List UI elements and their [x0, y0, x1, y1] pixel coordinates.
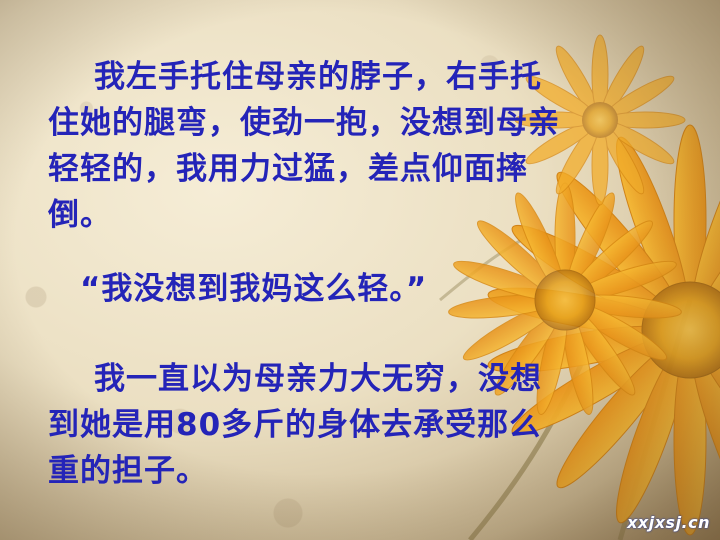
paragraph-1-line-2: 住她的腿弯，使劲一抱，没想到母亲: [48, 105, 560, 141]
paragraph-2-line-1: “我没想到我妈这么轻。”: [80, 271, 428, 307]
paragraph-3-line-2: 到她是用80多斤的身体去承受那么: [48, 407, 542, 443]
paragraph-1-line-3: 轻轻的，我用力过猛，差点仰面摔: [48, 151, 528, 187]
paragraph-3-line-3: 重的担子。: [48, 453, 208, 489]
paragraph-1: 我左手托住母亲的脖子，右手托 住她的腿弯，使劲一抱，没想到母亲 轻轻的，我用力过…: [48, 54, 638, 238]
paragraph-1-line-4: 倒。: [48, 197, 112, 233]
paragraph-3-line-1: 我一直以为母亲力大无穷，没想: [94, 361, 542, 397]
watermark: xxjxsj.cn: [627, 513, 710, 532]
paragraph-2: “我没想到我妈这么轻。”: [48, 266, 638, 312]
paragraph-3: 我一直以为母亲力大无穷，没想 到她是用80多斤的身体去承受那么 重的担子。: [48, 356, 638, 494]
paragraph-1-line-1: 我左手托住母亲的脖子，右手托: [94, 59, 542, 95]
